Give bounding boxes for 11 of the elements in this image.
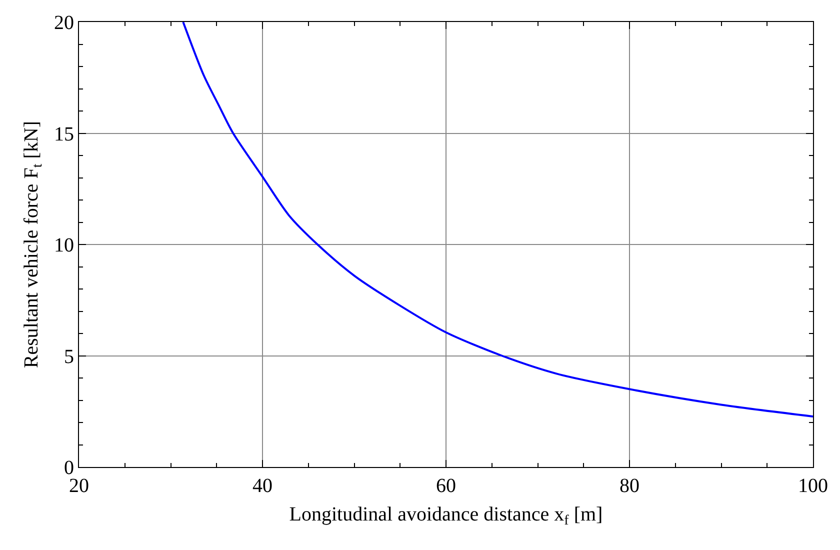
y-tick-label: 5 <box>64 346 74 368</box>
y-tick-label: 0 <box>64 457 74 479</box>
x-tick-label: 100 <box>798 475 828 497</box>
y-tick-label: 10 <box>54 234 74 256</box>
y-tick-label: 15 <box>54 123 74 146</box>
x-tick-label: 60 <box>436 475 456 497</box>
y-tick-label: 20 <box>54 12 74 34</box>
x-axis-title: Longitudinal avoidance distance x$_{f}$ [m] <box>289 504 603 529</box>
x-tick-label: 80 <box>620 475 640 497</box>
line-series <box>182 22 813 418</box>
x-tick-label: 40 <box>252 475 272 497</box>
